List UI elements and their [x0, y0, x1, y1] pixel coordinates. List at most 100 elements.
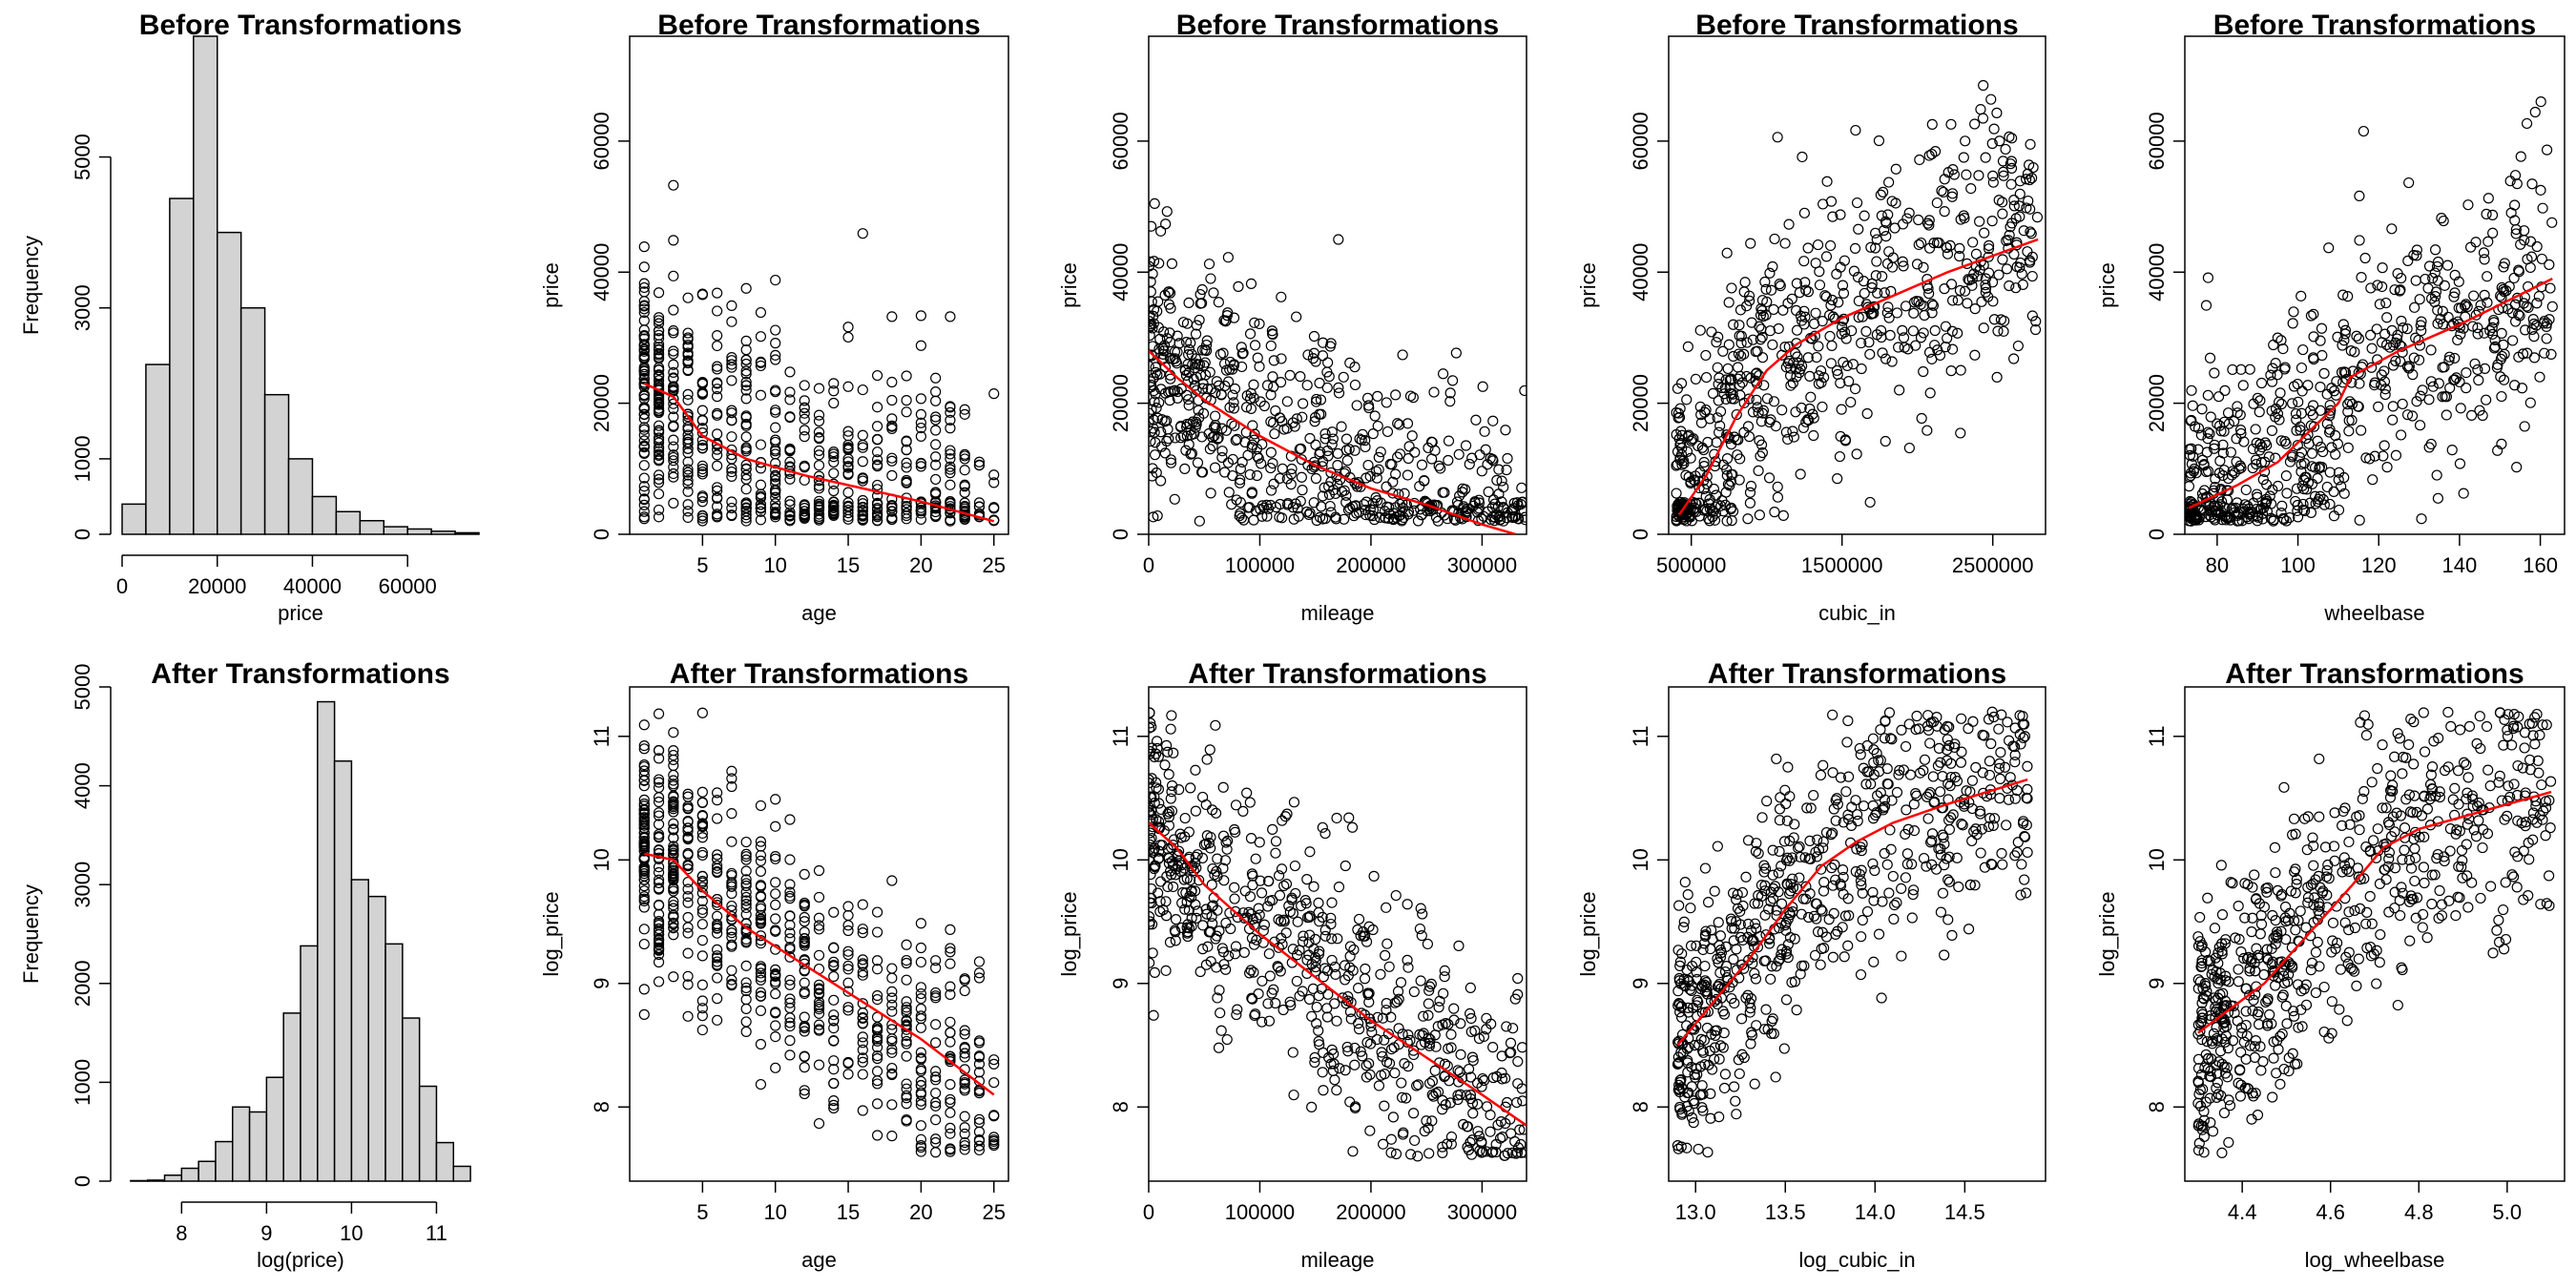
scatter-point — [2483, 236, 2494, 247]
scatter-point — [1432, 1021, 1444, 1032]
scatter-point — [2192, 423, 2205, 434]
scatter-point — [1817, 401, 1828, 413]
scatter-point — [1389, 1068, 1401, 1079]
scatter-point — [1714, 405, 1727, 417]
scatter-point — [1810, 846, 1821, 858]
scatter-point — [886, 963, 898, 974]
y-tick-label: 8 — [590, 1101, 613, 1112]
scatter-point — [638, 881, 650, 892]
scatter-point — [1714, 372, 1725, 384]
scatter-point — [1751, 394, 1762, 405]
scatter-point — [1214, 925, 1225, 937]
scatter-point — [1479, 426, 1490, 437]
scatter-point — [1946, 343, 1959, 355]
scatter-point — [1185, 337, 1196, 349]
scatter-point — [1149, 748, 1155, 759]
scatter-point — [653, 916, 665, 927]
scatter-point — [1200, 904, 1212, 915]
scatter-point — [1186, 912, 1197, 924]
scatter-point — [1153, 783, 1165, 795]
scatter-point — [1726, 282, 1737, 294]
scatter-point — [1230, 826, 1241, 838]
histogram-bar — [350, 879, 369, 1182]
scatter-point — [1476, 466, 1487, 477]
scatter-point — [842, 986, 854, 997]
scatter-point — [828, 970, 840, 983]
scatter-point — [959, 500, 970, 512]
scatter-point — [668, 235, 679, 246]
scatter-point — [1955, 427, 1966, 439]
scatter-point — [1262, 503, 1275, 514]
scatter-point — [2381, 462, 2393, 473]
scatter-point — [1149, 449, 1161, 461]
scatter-point — [1501, 464, 1512, 476]
scatter-point — [1870, 242, 1881, 254]
scatter-point — [1296, 900, 1307, 912]
scatter-point — [959, 487, 970, 498]
scatter-point — [2409, 301, 2420, 313]
scatter-point — [2354, 514, 2365, 526]
scatter-point — [1443, 435, 1455, 447]
scatter-point — [1415, 975, 1426, 987]
scatter-point — [1218, 358, 1231, 369]
scatter-point — [726, 351, 737, 364]
scatter-point — [2374, 299, 2385, 310]
scatter-point — [1415, 504, 1426, 515]
scatter-point — [784, 879, 796, 890]
scatter-point — [1427, 1091, 1440, 1102]
scatter-point — [726, 765, 737, 777]
scatter-point — [755, 331, 767, 343]
scatter-point — [1333, 882, 1345, 893]
scatter-point — [2011, 846, 2023, 858]
scatter-point — [1262, 998, 1274, 1009]
scatter-point — [2009, 757, 2021, 768]
scatter-point — [1326, 933, 1338, 945]
scatter-point — [638, 365, 650, 377]
scatter-point — [712, 384, 723, 395]
scatter-point — [1265, 416, 1277, 427]
scatter-point — [1733, 434, 1744, 446]
x-tick-label: 5 — [696, 553, 708, 577]
scatter-point — [712, 501, 723, 512]
scatter-point — [1690, 373, 1701, 385]
scatter-point — [1499, 1150, 1510, 1161]
scatter-point — [1288, 513, 1299, 525]
scatter-point — [1745, 993, 1757, 1005]
scatter-point — [1465, 1008, 1476, 1020]
scatter-point — [1759, 909, 1771, 921]
scatter-point — [1205, 488, 1216, 499]
scatter-point — [1348, 944, 1360, 956]
scatter-point — [2263, 451, 2275, 463]
scatter-point — [828, 496, 840, 509]
scatter-point — [1681, 509, 1693, 521]
scatter-point — [1453, 448, 1465, 460]
scatter-point — [682, 833, 694, 845]
plot-box — [629, 35, 1009, 535]
scatter-point — [2257, 513, 2269, 525]
scatter-point — [1317, 821, 1328, 833]
y-tick-label: 40000 — [1629, 243, 1652, 301]
scatter-point — [1777, 304, 1789, 316]
scatter-point — [1703, 1059, 1714, 1070]
scatter-point — [1702, 436, 1714, 448]
scatter-point — [1390, 468, 1402, 480]
scatter-point — [638, 442, 650, 453]
scatter-point — [2316, 322, 2328, 334]
scatter-point — [2009, 850, 2021, 862]
scatter-point — [2018, 732, 2029, 744]
scatter-point — [638, 306, 650, 319]
scatter-point — [1987, 170, 1999, 181]
scatter-point — [1244, 328, 1257, 340]
scatter-point — [1316, 983, 1327, 995]
scatter-point — [2415, 320, 2426, 331]
scatter-point — [1988, 711, 2000, 723]
scatter-point — [1731, 1109, 1742, 1120]
scatter-point — [1820, 291, 1832, 302]
scatter-point — [726, 509, 737, 522]
scatter-point — [2472, 328, 2483, 340]
scatter-point — [1842, 715, 1854, 727]
scatter-point — [1976, 823, 1988, 835]
scatter-point — [1760, 1004, 1772, 1015]
histogram-bar — [406, 528, 432, 535]
scatter-point — [1277, 939, 1288, 950]
